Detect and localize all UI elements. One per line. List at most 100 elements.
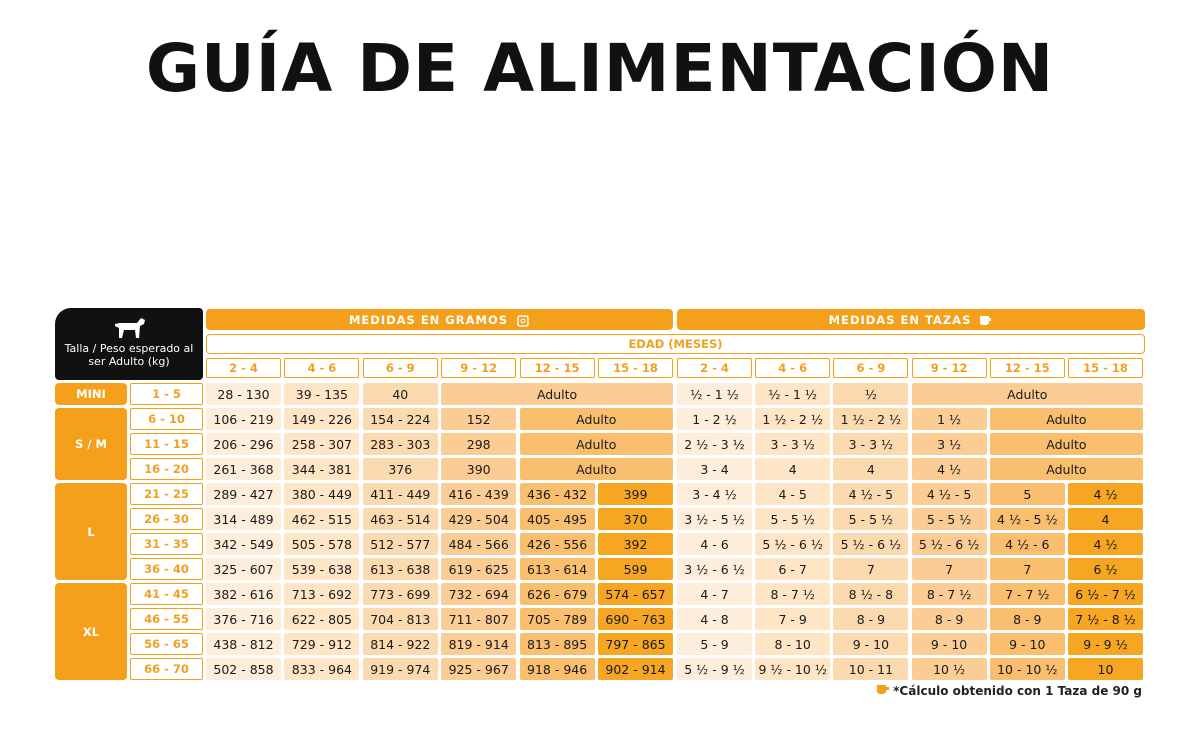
- age-label: 6 - 9: [833, 358, 909, 378]
- cups-cell: 5 - 5 ½: [911, 508, 987, 530]
- grams-cell: 152: [441, 408, 517, 430]
- cups-cell: 7 ½ - 8 ½: [1068, 608, 1143, 630]
- grams-cell: 344 - 381: [284, 458, 360, 480]
- grams-cell: Adulto: [519, 458, 673, 480]
- cups-cell: 4 - 6: [677, 533, 752, 555]
- size-group: XL: [55, 583, 127, 680]
- cups-cell: 4 ½ - 6: [989, 533, 1065, 555]
- grams-cell: 732 - 694: [441, 583, 517, 605]
- cups-cell: 1 ½ - 2 ½: [755, 408, 831, 430]
- cups-cell: 10 ½: [911, 658, 987, 680]
- corner-label: Talla / Peso esperado al ser Adulto (kg): [55, 308, 203, 380]
- cups-cell: 5 - 9: [677, 633, 752, 655]
- cups-cell: 5 ½ - 6 ½: [833, 533, 909, 555]
- size-range: 36 - 40: [130, 558, 203, 580]
- grams-cell: 711 - 807: [441, 608, 517, 630]
- cups-cell: 10 - 10 ½: [989, 658, 1065, 680]
- age-label: 9 - 12: [441, 358, 517, 378]
- grams-cell: 149 - 226: [284, 408, 360, 430]
- cups-cell: 5 - 5 ½: [755, 508, 831, 530]
- cups-cell: 8 - 7 ½: [911, 583, 987, 605]
- cups-cell: 3 - 4: [677, 458, 752, 480]
- cups-cell: 4 - 8: [677, 608, 752, 630]
- size-range: 56 - 65: [130, 633, 203, 655]
- grams-cell: 28 - 130: [206, 383, 281, 405]
- cups-cell: 9 - 9 ½: [1068, 633, 1143, 655]
- grams-cell: 613 - 638: [362, 558, 438, 580]
- grams-cell: 797 - 865: [598, 633, 673, 655]
- grams-cell: 206 - 296: [206, 433, 281, 455]
- cups-cell: 1 ½: [911, 408, 987, 430]
- grams-cell: 399: [598, 483, 673, 505]
- cups-cell: 5 ½ - 6 ½: [755, 533, 831, 555]
- size-range: 21 - 25: [130, 483, 203, 505]
- cups-cell: 6 ½ - 7 ½: [1068, 583, 1143, 605]
- cups-cell: 7: [833, 558, 909, 580]
- grams-cell: 813 - 895: [519, 633, 595, 655]
- grams-cell: 819 - 914: [441, 633, 517, 655]
- cups-cell: ½ - 1 ½: [677, 383, 752, 405]
- grams-cell: 405 - 495: [519, 508, 595, 530]
- grams-cell: 505 - 578: [284, 533, 360, 555]
- size-range: 41 - 45: [130, 583, 203, 605]
- grams-cell: 416 - 439: [441, 483, 517, 505]
- grams-cell: 154 - 224: [362, 408, 438, 430]
- age-label: 2 - 4: [677, 358, 752, 378]
- age-label: 15 - 18: [1068, 358, 1143, 378]
- grams-cell: 713 - 692: [284, 583, 360, 605]
- cups-cell: 3 ½ - 5 ½: [677, 508, 752, 530]
- size-group: S / M: [55, 408, 127, 480]
- cups-cell: 4 ½: [1068, 533, 1143, 555]
- title: GUÍA DE ALIMENTACIÓN: [145, 30, 1055, 107]
- cups-cell: 7: [911, 558, 987, 580]
- cups-cell: 4 - 5: [755, 483, 831, 505]
- grams-cell: Adulto: [519, 408, 673, 430]
- age-label: 4 - 6: [755, 358, 831, 378]
- cups-cell: 4 ½: [911, 458, 987, 480]
- grams-cell: 918 - 946: [519, 658, 595, 680]
- grams-cell: 484 - 566: [441, 533, 517, 555]
- grams-cell: 298: [441, 433, 517, 455]
- grams-cell: 411 - 449: [362, 483, 438, 505]
- grams-cell: 342 - 549: [206, 533, 281, 555]
- grams-cell: 106 - 219: [206, 408, 281, 430]
- cups-cell: 1 - 2 ½: [677, 408, 752, 430]
- grams-cell: 463 - 514: [362, 508, 438, 530]
- grams-header: MEDIDAS EN GRAMOS: [206, 309, 673, 330]
- cups-cell: 3 ½ - 6 ½: [677, 558, 752, 580]
- cups-cell: Adulto: [989, 433, 1143, 455]
- footnote: *Cálculo obtenido con 1 Taza de 90 g: [876, 684, 1142, 698]
- cups-cell: 9 - 10: [911, 633, 987, 655]
- cups-cell: Adulto: [989, 408, 1143, 430]
- cups-cell: 3 ½: [911, 433, 987, 455]
- size-range: 31 - 35: [130, 533, 203, 555]
- cups-header: MEDIDAS EN TAZAS: [677, 309, 1145, 330]
- size-range: 16 - 20: [130, 458, 203, 480]
- age-label: 12 - 15: [989, 358, 1065, 378]
- cups-cell: 10 - 11: [833, 658, 909, 680]
- size-range: 46 - 55: [130, 608, 203, 630]
- age-label: 2 - 4: [206, 358, 281, 378]
- grams-cell: 539 - 638: [284, 558, 360, 580]
- grams-cell: Adulto: [441, 383, 673, 405]
- dog-icon: [115, 318, 145, 338]
- grams-cell: 705 - 789: [519, 608, 595, 630]
- grams-cell: 380 - 449: [284, 483, 360, 505]
- grams-cell: 376: [362, 458, 438, 480]
- size-range: 66 - 70: [130, 658, 203, 680]
- size-range: 6 - 10: [130, 408, 203, 430]
- cups-cell: 8 - 10: [755, 633, 831, 655]
- grams-cell: 833 - 964: [284, 658, 360, 680]
- grams-cell: 919 - 974: [362, 658, 438, 680]
- cups-cell: Adulto: [989, 458, 1143, 480]
- cups-cell: 4 - 7: [677, 583, 752, 605]
- cups-cell: 5 ½ - 6 ½: [911, 533, 987, 555]
- cups-cell: 8 - 9: [911, 608, 987, 630]
- grams-cell: 436 - 432: [519, 483, 595, 505]
- cups-cell: 5: [989, 483, 1065, 505]
- cups-cell: 3 - 4 ½: [677, 483, 752, 505]
- cups-cell: ½ - 1 ½: [755, 383, 831, 405]
- size-group: L: [55, 483, 127, 580]
- cups-cell: 4: [833, 458, 909, 480]
- cup-icon: [877, 685, 890, 694]
